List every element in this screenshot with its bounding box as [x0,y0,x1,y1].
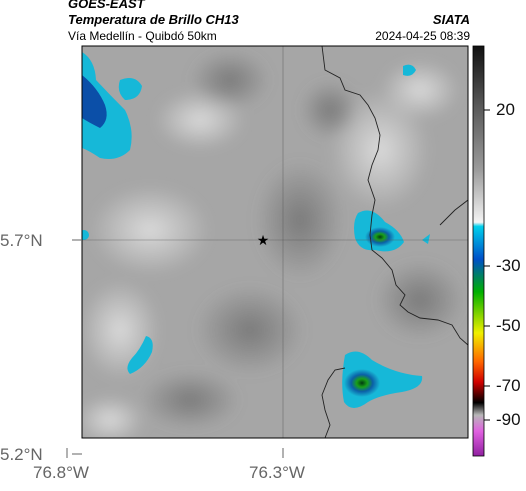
colorbar [472,45,490,457]
brightness-temperature-field: ★ [82,46,468,438]
cold-cloud-east [354,64,430,252]
star-marker: ★ [257,232,270,248]
cold-cloud-northwest [82,52,142,240]
colorbar-label: -50 [496,316,521,335]
lat-tick-label: 5.7°N [0,231,43,250]
colorbar-label: -90 [496,410,521,429]
lon-tick-label: 76.8°W [33,463,89,482]
lat-tick-label: 5.2°N [0,445,43,464]
cold-cloud-southwest [127,336,153,374]
colorbar-label: -70 [496,376,521,395]
cold-cloud-southeast [342,351,423,408]
organization-label: SIATA [432,12,470,27]
satellite-title: GOES-EAST [68,0,145,11]
colorbar-label: -30 [496,256,521,275]
lon-tick-label: 76.3°W [249,463,305,482]
coastlines [321,46,468,438]
product-title: Temperatura de Brillo CH13 [68,12,239,27]
timestamp-label: 2024-04-25 08:39 [375,29,470,43]
colorbar-label: 20 [496,100,515,119]
region-label: Vía Medellín - Quibdó 50km [68,29,217,43]
